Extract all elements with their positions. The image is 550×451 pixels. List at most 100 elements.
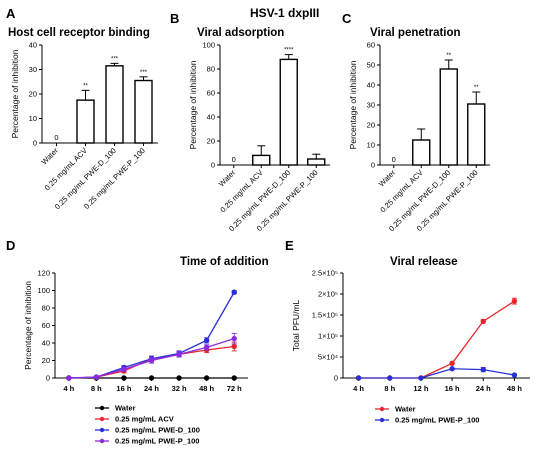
x-tick-label: 4 h [353,384,364,393]
panel-label: D [6,238,15,253]
data-point [231,343,237,350]
data-point [387,375,393,381]
y-tick-label: 0 [371,161,375,170]
data-point [511,372,518,378]
data-point [480,366,486,373]
data-point [231,335,237,342]
y-tick-label: 100 [37,286,50,295]
y-tick-label: 20 [207,137,215,146]
y-tick-label: 20 [42,356,50,365]
x-tick-label: 16 h [445,384,460,393]
data-point [148,357,155,364]
significance-label: **** [284,48,294,54]
panel-title: Time of addition [180,256,269,268]
y-axis-title: Total PFU/mL [291,299,301,351]
significance-label: *** [111,56,119,62]
y-tick-label: 5×10⁴ [318,353,338,362]
y-axis-title: Percentage of inhibition [348,60,358,149]
bar [467,103,486,166]
panel-a: A Host cell receptor binding 0 10 20 30 40 Perc… [6,6,158,211]
significance-label: 0 [232,155,236,164]
legend-swatch-marker [379,417,385,423]
bar [252,154,271,166]
series-line [358,300,515,379]
x-tick-label: 72 h [227,384,242,393]
y-tick-label: 100 [202,41,215,50]
data-point [355,375,362,381]
panel-title: Viral adsorption [197,27,284,39]
y-tick-label: 40 [29,41,37,50]
y-tick-label: 0 [33,139,37,148]
panel-label: B [170,11,179,26]
x-tick-label: 24 h [144,384,159,393]
y-tick-label: 10 [367,141,375,150]
significance-label: ** [446,53,451,59]
data-point [176,351,182,358]
legend-label: Water [115,404,136,413]
y-tick-label: 80 [42,304,50,313]
legend-swatch-marker [99,405,105,411]
legend-label: Water [395,405,416,414]
data-point [148,375,155,381]
legend-label: 0.25 mg/mL ACV [115,415,174,424]
y-tick-label: 30 [367,101,375,110]
y-tick-label: 10 [29,114,37,123]
x-tick-label: 32 h [172,384,187,393]
data-point [203,344,210,351]
bar [279,58,298,166]
x-tick-label: Water [217,168,238,189]
y-tick-label: 40 [42,339,50,348]
figure-title: HSV-1 dxpIII [250,6,319,20]
y-tick-label: 60 [207,89,215,98]
x-tick-label: 48 h [199,384,214,393]
y-tick-label: 40 [367,81,375,90]
x-tick-label: Water [40,146,61,167]
x-tick-label: Water [377,168,398,189]
data-point [511,298,518,304]
y-tick-label: 1×10⁵ [318,332,338,341]
x-tick-label: 12 h [413,384,428,393]
legend-swatch-marker [99,427,105,433]
y-tick-label: 2×10⁵ [318,290,338,299]
data-point [231,375,237,381]
y-tick-label: 0 [46,374,50,383]
data-point [121,375,127,381]
legend-label: 0.25 mg/mL PWE-D_100 [115,426,200,435]
legend-swatch-marker [99,416,105,422]
y-tick-label: 120 [37,269,50,278]
data-point [176,375,182,381]
legend-swatch-marker [379,406,385,412]
y-tick-label: 40 [207,113,215,122]
y-tick-label: 0 [211,161,215,170]
y-axis-title: Percentage of inhibition [10,49,20,138]
data-point [203,337,210,344]
data-point [203,375,210,381]
series-line [68,291,235,379]
bar [412,139,431,166]
data-point [231,289,237,295]
x-tick-label: 24 h [476,384,491,393]
bar [105,65,124,144]
panel-title: Viral penetration [370,27,461,39]
data-point [449,360,455,366]
y-axis-title: Percentage of inhibition [23,281,33,370]
panel-label: C [342,11,352,26]
y-tick-label: 1.5×10⁵ [312,311,338,320]
data-point [418,375,424,381]
significance-label: ** [474,85,479,91]
x-tick-label: 8 h [91,384,102,393]
data-point [449,366,455,372]
panel-title: Host cell receptor binding [8,27,150,39]
y-tick-label: 60 [42,321,50,330]
y-tick-label: 50 [367,61,375,70]
y-tick-label: 20 [29,90,37,99]
y-tick-label: 60 [367,41,375,50]
panel-label: A [6,6,16,21]
x-tick-label: 4 h [63,384,74,393]
significance-label: 0 [54,133,58,142]
panel-d: D Time of addition 0 20 40 60 80 100 120 Percenta… [6,238,269,446]
y-tick-label: 2.5×10⁵ [312,269,338,278]
x-tick-label: 48 h [507,384,522,393]
significance-label: ** [83,83,88,89]
